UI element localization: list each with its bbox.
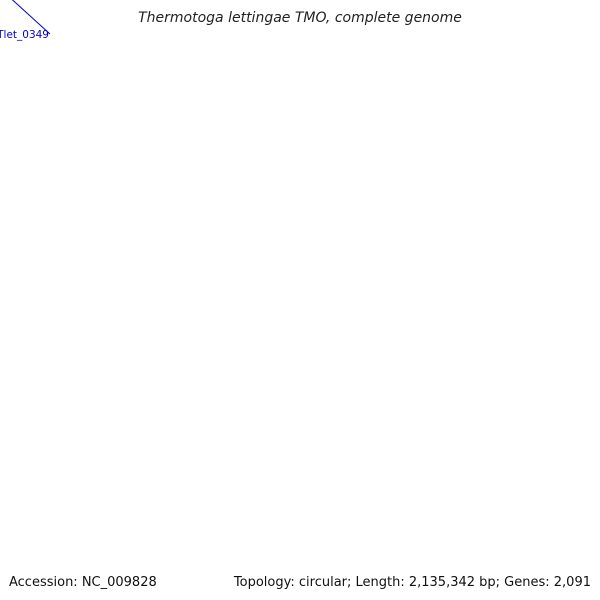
genome-summary-text: Topology: circular; Length: 2,135,342 bp…	[233, 575, 591, 590]
gene-label-group: Tlet_0349Tlet_0354Tlet_0355Tlet_0356Tlet…	[0, 0, 51, 41]
accession-text: Accession: NC_009828	[9, 575, 157, 590]
map-title: Thermotoga lettingae TMO, complete genom…	[138, 10, 462, 26]
gene-label: Tlet_0349	[0, 29, 49, 41]
